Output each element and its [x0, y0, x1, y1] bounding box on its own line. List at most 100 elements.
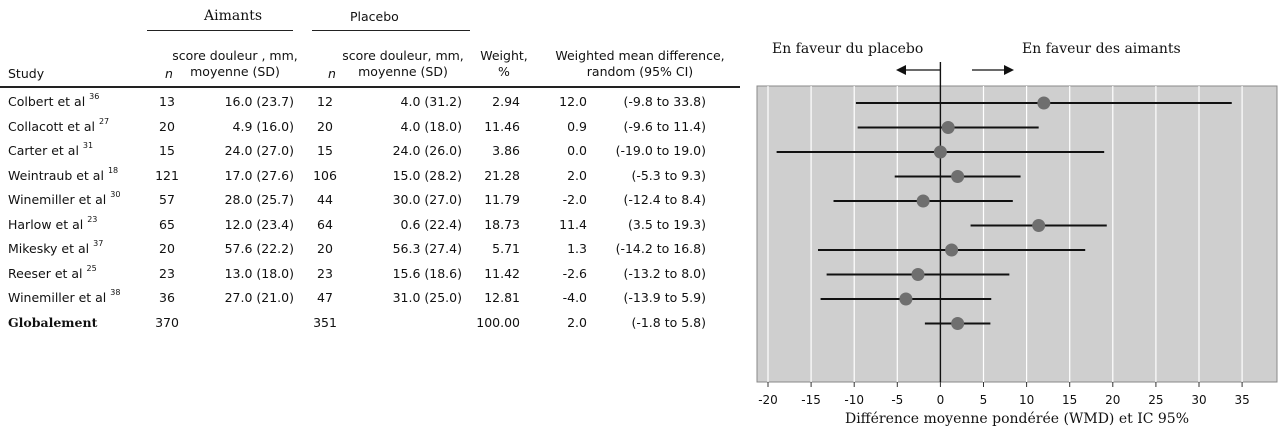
- score-placebo: 15.6 (18.6): [392, 265, 462, 281]
- x-tick-label: 30: [1191, 393, 1206, 407]
- n-aimants: 13: [159, 94, 175, 109]
- x-tick-label: 5: [980, 393, 988, 407]
- weight-percent: 11.46: [484, 118, 520, 134]
- weight-percent: 12.81: [484, 290, 520, 305]
- wmd-ci: (-13.9 to 5.9): [623, 290, 706, 305]
- point-estimate: [911, 268, 925, 281]
- wmd-value: 11.4: [559, 216, 587, 232]
- n-placebo: 20: [317, 118, 333, 134]
- group-header-placebo: Placebo: [350, 9, 399, 24]
- score-aimants: 27.0 (21.0): [224, 290, 294, 305]
- wmd-value: 1.3: [567, 241, 587, 256]
- study-name: Mikesky et al 37: [8, 239, 104, 256]
- score-aimants: 16.0 (23.7): [224, 94, 294, 109]
- n-placebo: 15: [317, 143, 333, 158]
- reference-number: 18: [107, 165, 119, 175]
- x-tick-label: -20: [758, 393, 778, 407]
- table-row: Carter et al 31 15 24.0 (27.0) 15 24.0 (26.0…: [0, 141, 740, 163]
- weight-percent: 3.86: [492, 143, 520, 158]
- n-aimants: 370: [155, 314, 179, 330]
- study-name: Winemiller et al 38: [8, 288, 121, 305]
- wmd-value: 0.0: [567, 143, 587, 158]
- point-estimate: [941, 121, 955, 134]
- wmd-value: -2.6: [562, 265, 587, 281]
- point-estimate: [951, 317, 965, 330]
- n-placebo: 12: [317, 94, 333, 109]
- wmd-ci: (-12.4 to 8.4): [623, 192, 706, 207]
- point-estimate: [899, 292, 913, 306]
- header-rule-aimants: [147, 30, 293, 31]
- table-row: Collacott et al 27 20 4.9 (16.0) 20 4.0 (18.…: [0, 116, 740, 139]
- wmd-ci: (-9.8 to 33.8): [623, 94, 706, 109]
- x-tick-label: -5: [891, 393, 903, 407]
- weight-percent: 100.00: [476, 314, 520, 330]
- wmd-ci: (3.5 to 19.3): [628, 216, 706, 232]
- x-tick-label: 35: [1234, 393, 1249, 407]
- wmd-ci: (-1.8 to 5.8): [631, 314, 706, 330]
- point-estimate: [945, 243, 959, 257]
- study-estimate: [857, 121, 1039, 134]
- column-header-score-aimants-line2: moyenne (SD): [190, 64, 280, 79]
- column-header-score-placebo-line1: score douleur, mm,: [342, 48, 464, 63]
- x-tick-label: 0: [937, 393, 945, 407]
- column-header-n-aimants: n: [165, 66, 173, 81]
- score-placebo: 56.3 (27.4): [392, 241, 462, 256]
- n-aimants: 20: [159, 241, 175, 256]
- wmd-ci: (-9.6 to 11.4): [623, 118, 706, 134]
- n-placebo: 47: [317, 290, 333, 305]
- score-aimants: 28.0 (25.7): [224, 192, 294, 207]
- study-estimate: [970, 219, 1107, 232]
- column-header-score-aimants: score douleur , mm, moyenne (SD): [170, 48, 300, 80]
- reference-number: 30: [110, 190, 121, 199]
- n-placebo: 106: [313, 167, 337, 183]
- header-rule-placebo: [312, 30, 470, 31]
- table-row: Colbert et al 36 13 16.0 (23.7) 12 4.0 (31.2…: [0, 92, 740, 114]
- wmd-value: 2.0: [567, 167, 587, 183]
- n-placebo: 64: [317, 216, 333, 232]
- n-aimants: 121: [155, 167, 179, 183]
- weight-percent: 18.73: [484, 216, 520, 232]
- table-row: Harlow et al 23 65 12.0 (23.4) 64 0.6 (22.4)…: [0, 214, 740, 237]
- score-placebo: 4.0 (18.0): [400, 118, 462, 134]
- study-name: Harlow et al 23: [8, 214, 98, 232]
- column-header-study: Study: [8, 66, 45, 81]
- score-aimants: 24.0 (27.0): [224, 143, 294, 158]
- wmd-value: -2.0: [562, 192, 587, 207]
- study-name: Winemiller et al 30: [8, 190, 121, 207]
- score-aimants: 12.0 (23.4): [224, 216, 294, 232]
- study-name: Colbert et al 36: [8, 92, 100, 109]
- arrow-left-icon: [896, 65, 941, 75]
- study-name: Collacott et al 27: [8, 116, 110, 134]
- reference-number: 25: [86, 263, 97, 273]
- arrow-right-icon: [972, 65, 1014, 75]
- wmd-ci: (-5.3 to 9.3): [631, 167, 706, 183]
- study-estimate: [776, 145, 1105, 159]
- n-aimants: 15: [159, 143, 175, 158]
- weight-percent: 21.28: [484, 167, 520, 183]
- column-header-wmd: Weighted mean difference, random (95% CI…: [540, 48, 740, 80]
- table-row: Weintraub et al 18 121 17.0 (27.6) 106 15.0 …: [0, 165, 740, 188]
- score-placebo: 30.0 (27.0): [392, 192, 462, 207]
- weight-percent: 11.42: [484, 265, 520, 281]
- wmd-value: 2.0: [567, 314, 587, 330]
- score-placebo: 31.0 (25.0): [392, 290, 462, 305]
- wmd-value: 0.9: [567, 118, 587, 134]
- header-bottom-rule: [0, 86, 740, 88]
- wmd-ci: (-13.2 to 8.0): [623, 265, 706, 281]
- reference-number: 23: [87, 214, 98, 224]
- study-estimate: [894, 170, 1021, 183]
- table-row: Reeser et al 25 23 13.0 (18.0) 23 15.6 (18.6…: [0, 263, 740, 286]
- column-header-wmd-line2: random (95% CI): [586, 64, 694, 79]
- study-name: Reeser et al 25: [8, 263, 97, 281]
- x-tick-label: 15: [1062, 393, 1077, 407]
- n-placebo: 23: [317, 265, 333, 281]
- x-tick-label: 25: [1148, 393, 1163, 407]
- score-aimants: 57.6 (22.2): [224, 241, 294, 256]
- n-aimants: 36: [159, 290, 175, 305]
- n-placebo: 351: [313, 314, 337, 330]
- x-axis-ticks: -20 -15 -10 -5 0 5 10 15 20 25 30 35: [758, 382, 1250, 407]
- wmd-ci: (-14.2 to 16.8): [615, 241, 706, 256]
- weight-percent: 11.79: [484, 192, 520, 207]
- study-estimate: [826, 268, 1010, 281]
